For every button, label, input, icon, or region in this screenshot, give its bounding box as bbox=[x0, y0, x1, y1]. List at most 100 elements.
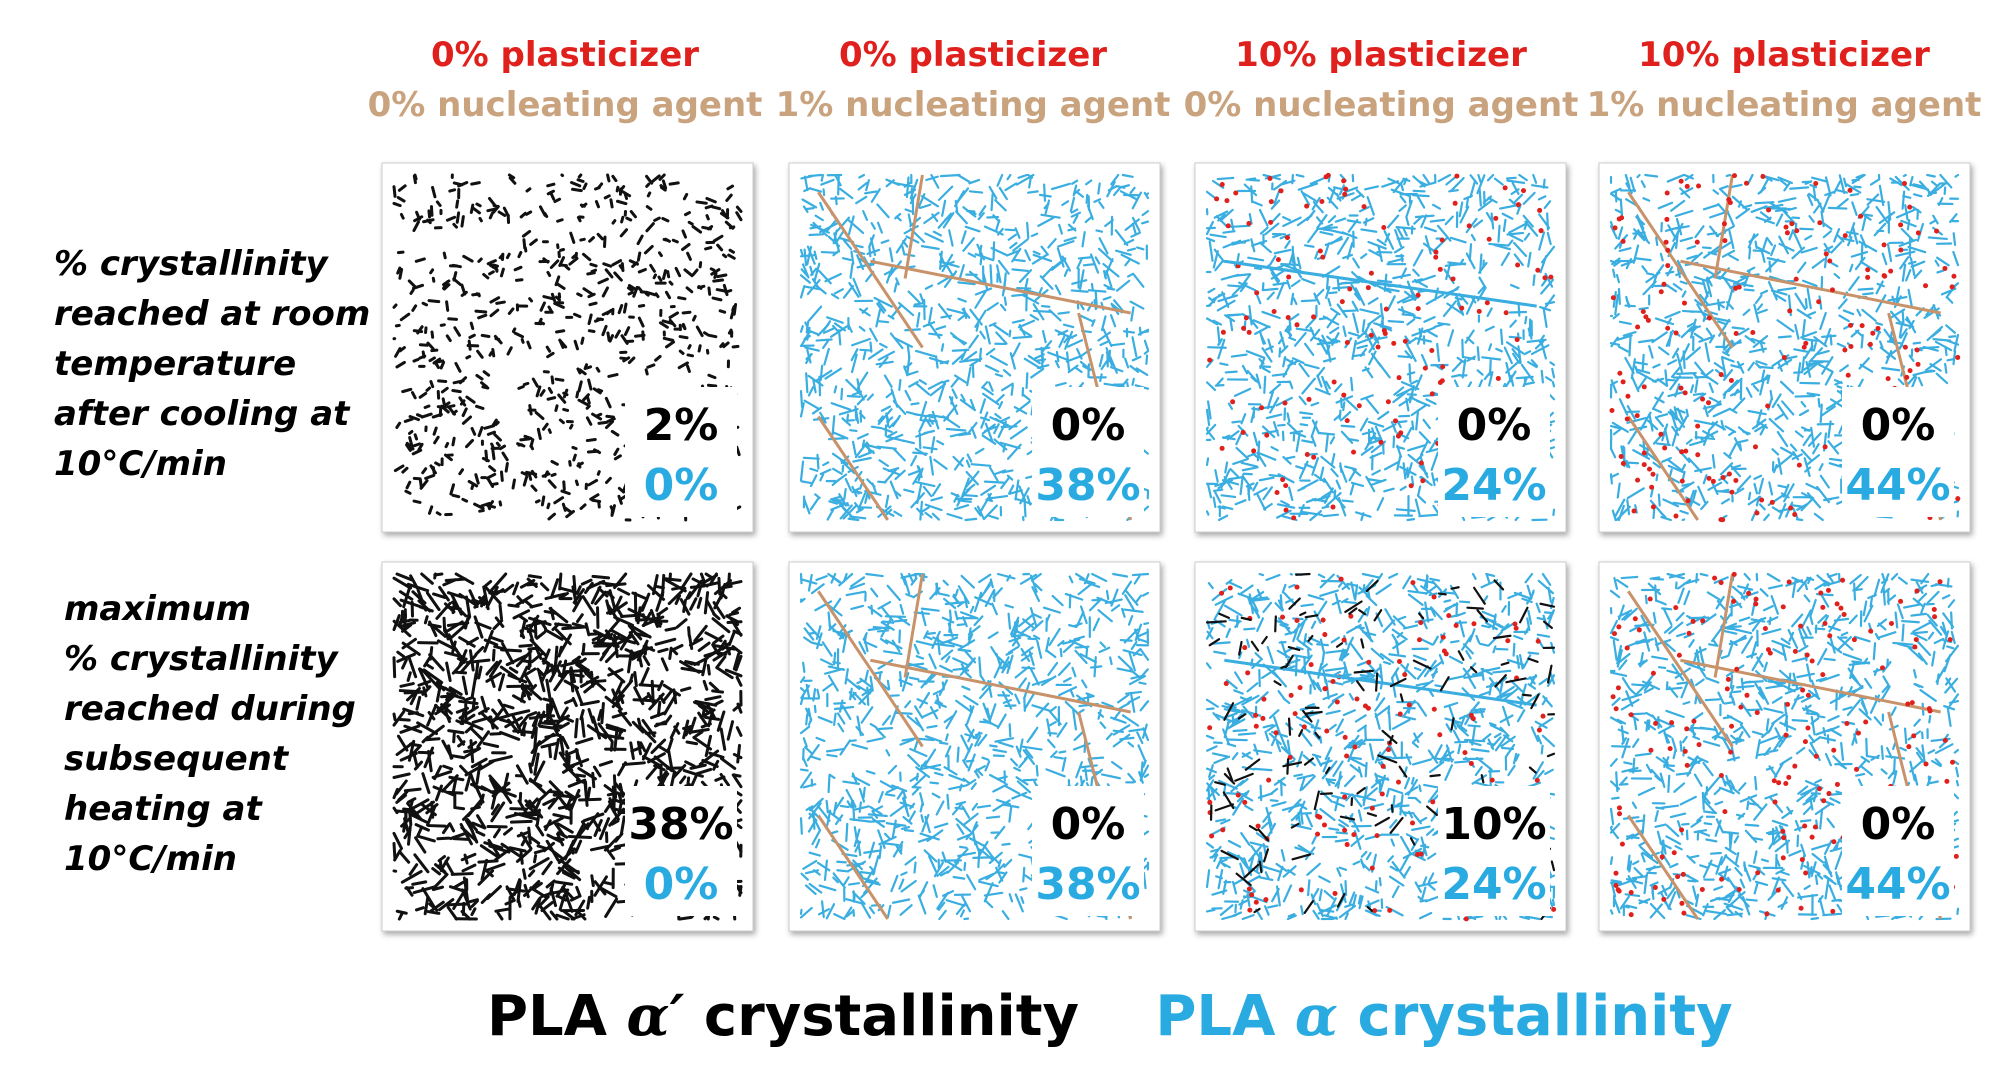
texture-stroke bbox=[989, 354, 1008, 366]
texture-stroke bbox=[483, 424, 496, 430]
texture-stroke bbox=[1505, 176, 1517, 180]
texture-dot bbox=[1243, 315, 1249, 321]
texture-stroke bbox=[602, 262, 613, 268]
texture-stroke bbox=[924, 284, 934, 290]
texture-dot bbox=[1620, 460, 1626, 466]
texture-dot bbox=[1331, 379, 1337, 385]
texture-dot bbox=[1283, 507, 1289, 513]
texture-stroke bbox=[1075, 191, 1085, 198]
texture-stroke bbox=[494, 337, 501, 341]
texture-dot bbox=[1535, 267, 1541, 273]
texture-stroke bbox=[1406, 518, 1416, 522]
texture-stroke bbox=[803, 248, 808, 267]
texture-stroke bbox=[395, 421, 402, 429]
texture-stroke bbox=[403, 417, 414, 423]
texture-stroke bbox=[595, 366, 601, 373]
texture-stroke bbox=[572, 312, 582, 319]
texture-stroke bbox=[557, 393, 567, 404]
texture-stroke bbox=[726, 184, 735, 191]
texture-stroke bbox=[927, 306, 933, 327]
texture-stroke bbox=[1912, 341, 1922, 345]
texture-stroke bbox=[888, 260, 902, 278]
texture-stroke bbox=[1141, 220, 1150, 225]
texture-dot bbox=[1881, 273, 1887, 279]
texture-dot bbox=[1942, 265, 1948, 271]
texture-stroke bbox=[586, 895, 591, 910]
texture-dot bbox=[1646, 466, 1652, 472]
texture-stroke bbox=[866, 248, 881, 255]
texture-stroke bbox=[1461, 338, 1464, 359]
texture-stroke bbox=[1819, 403, 1823, 424]
texture-stroke bbox=[509, 819, 533, 824]
texture-stroke bbox=[968, 178, 981, 185]
texture-stroke bbox=[857, 181, 868, 191]
texture-stroke bbox=[816, 453, 820, 470]
texture-stroke bbox=[527, 826, 532, 845]
texture-dot bbox=[1476, 308, 1482, 314]
texture-stroke bbox=[809, 467, 819, 472]
texture-dot bbox=[1898, 247, 1904, 253]
texture-stroke bbox=[1077, 256, 1092, 260]
texture-dot bbox=[1678, 178, 1684, 184]
texture-stroke bbox=[580, 336, 585, 345]
texture-stroke bbox=[984, 422, 994, 443]
texture-stroke bbox=[974, 507, 982, 517]
texture-dot bbox=[1294, 322, 1300, 328]
texture-dot bbox=[1649, 484, 1655, 490]
texture-stroke bbox=[461, 407, 468, 418]
texture-stroke bbox=[914, 447, 927, 457]
texture-stroke bbox=[819, 468, 832, 476]
texture-dot bbox=[1631, 508, 1637, 514]
texture-stroke bbox=[953, 456, 965, 471]
texture-stroke bbox=[1120, 184, 1131, 189]
texture-dot bbox=[1665, 263, 1671, 269]
texture-stroke bbox=[814, 369, 833, 383]
texture-stroke bbox=[582, 182, 588, 190]
texture-stroke bbox=[705, 214, 710, 221]
texture-stroke bbox=[865, 490, 871, 500]
texture-stroke bbox=[695, 200, 708, 205]
texture-stroke bbox=[1300, 299, 1317, 303]
texture-stroke bbox=[1014, 497, 1033, 505]
texture-stroke bbox=[930, 436, 936, 454]
texture-stroke bbox=[611, 259, 623, 267]
texture-stroke bbox=[995, 331, 1008, 345]
texture-stroke bbox=[585, 365, 593, 370]
texture-stroke bbox=[731, 305, 736, 312]
texture-stroke bbox=[1074, 366, 1083, 374]
texture-stroke bbox=[955, 210, 968, 225]
column-plasticizer: 0% plasticizer bbox=[839, 35, 1107, 75]
texture-stroke bbox=[528, 762, 533, 774]
texture-stroke bbox=[997, 401, 1004, 410]
texture-stroke bbox=[646, 191, 652, 198]
texture-dot bbox=[1619, 215, 1625, 221]
texture-stroke bbox=[1353, 353, 1366, 358]
texture-stroke bbox=[486, 207, 497, 213]
texture-stroke bbox=[826, 509, 835, 521]
texture-stroke bbox=[1067, 364, 1079, 374]
texture-stroke bbox=[960, 393, 966, 402]
texture-stroke bbox=[559, 263, 568, 268]
texture-stroke bbox=[617, 494, 623, 505]
texture-stroke bbox=[473, 502, 485, 510]
texture-stroke bbox=[929, 324, 941, 339]
texture-stroke bbox=[407, 279, 418, 289]
texture-dot bbox=[1760, 173, 1766, 179]
texture-stroke bbox=[1624, 304, 1636, 308]
texture-stroke bbox=[1052, 257, 1067, 269]
texture-stroke bbox=[850, 250, 855, 265]
texture-stroke bbox=[895, 277, 900, 286]
texture-stroke bbox=[728, 248, 735, 254]
texture-stroke bbox=[1094, 256, 1101, 265]
texture-stroke bbox=[903, 225, 919, 235]
texture-stroke bbox=[1340, 397, 1343, 409]
texture-stroke bbox=[968, 210, 977, 215]
texture-stroke bbox=[549, 259, 560, 269]
texture-dot bbox=[1658, 289, 1664, 295]
texture-stroke bbox=[1794, 394, 1816, 398]
texture-stroke bbox=[1054, 284, 1062, 296]
texture-dot bbox=[1881, 242, 1887, 248]
texture-stroke bbox=[1132, 273, 1145, 288]
texture-stroke bbox=[880, 239, 890, 244]
texture-dot bbox=[1765, 403, 1771, 409]
